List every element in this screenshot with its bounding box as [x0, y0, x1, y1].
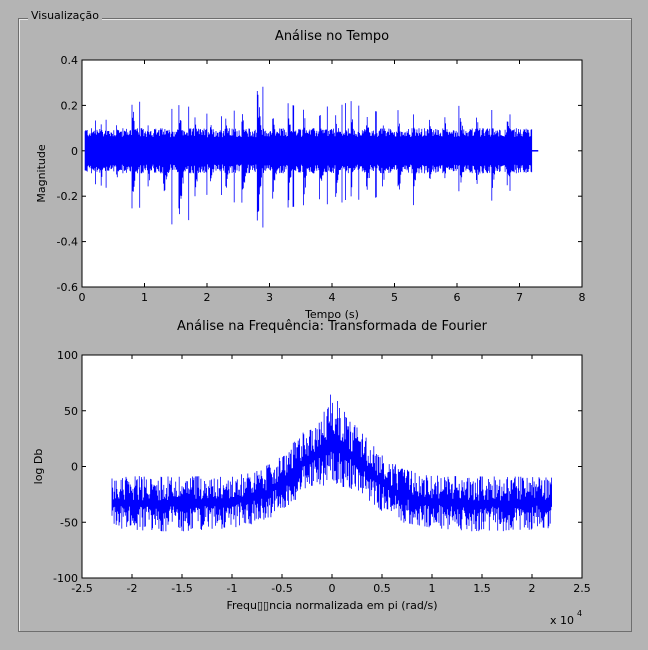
chart-time: Análise no Tempo 0 1 2 3 4 5 6 7 8 0.4 0.2 0 -0.2 -0.4…: [35, 29, 586, 321]
signal-series: [111, 394, 552, 532]
chart-title: Análise no Tempo: [275, 29, 389, 44]
x-exponent-power: 4: [577, 609, 582, 618]
x-tick-label: -2.5: [71, 582, 92, 595]
y-axis-label: log Db: [32, 449, 45, 485]
y-tick-label: -0.4: [57, 236, 78, 249]
x-tick-label: 2: [529, 582, 536, 595]
y-tick-label: 0: [71, 145, 78, 158]
plot-area: [81, 354, 583, 579]
x-tick-label: 1: [429, 582, 436, 595]
y-tick-label: 0.4: [61, 54, 79, 67]
x-tick-label: 0: [329, 582, 336, 595]
x-tick-label: -1.5: [171, 582, 192, 595]
x-tick-label: -2: [127, 582, 138, 595]
x-tick-label: 3: [266, 291, 273, 304]
y-tick-label: 100: [57, 349, 78, 362]
x-exponent: x 10: [550, 614, 574, 627]
chart-title: Análise na Frequência: Transformada de F…: [177, 319, 488, 334]
x-tick-label: 7: [516, 291, 523, 304]
visualization-panel: [18, 18, 632, 632]
y-tick-label: -0.2: [57, 190, 78, 203]
x-tick-label: 4: [329, 291, 336, 304]
y-tick-label: -0.6: [57, 281, 78, 294]
y-tick-label: 0: [71, 461, 78, 474]
y-tick-label: 50: [64, 405, 78, 418]
x-tick-label: -0.5: [271, 582, 292, 595]
x-tick-label: 8: [579, 291, 586, 304]
x-tick-label: 5: [391, 291, 398, 304]
x-tick-label: 2.5: [573, 582, 591, 595]
x-axis-label: Tempo (s): [304, 308, 359, 321]
x-axis-label: Frequ▯▯ncia normalizada em pi (rad/s): [226, 599, 437, 612]
signal-path: [111, 394, 552, 532]
y-tick-label: 0.2: [61, 99, 79, 112]
y-axis-label: Magnitude: [35, 144, 48, 203]
y-tick-label: -50: [60, 516, 78, 529]
x-tick-label: 0.5: [373, 582, 391, 595]
panel-title: Visualização: [28, 9, 102, 22]
signal-series: [84, 86, 539, 228]
y-tick-label: -100: [53, 572, 78, 585]
signal-path: [84, 86, 533, 228]
x-tick-label: 0: [79, 291, 86, 304]
x-tick-label: 1.5: [473, 582, 491, 595]
x-tick-label: 6: [454, 291, 461, 304]
x-tick-label: 1: [141, 291, 148, 304]
x-tick-label: 2: [204, 291, 211, 304]
chart-frequency: Análise na Frequência: Transformada de F…: [32, 319, 591, 627]
x-tick-label: -1: [227, 582, 238, 595]
